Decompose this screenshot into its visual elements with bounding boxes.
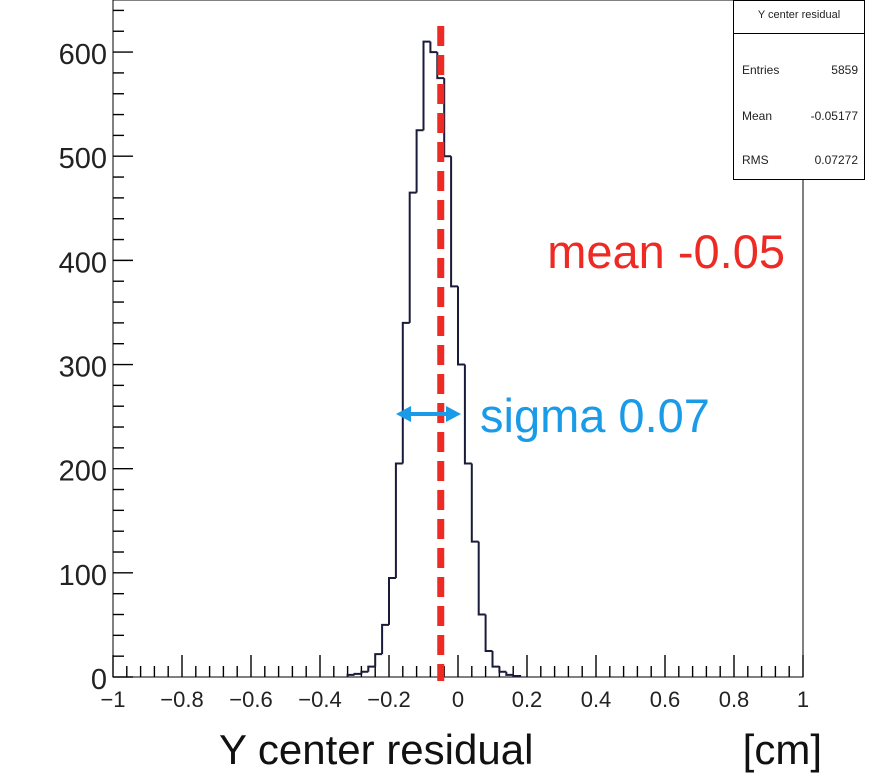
- histogram-bin: [401, 321, 410, 464]
- stats-value: 5859: [831, 63, 858, 77]
- stats-title: Y center residual: [757, 9, 841, 21]
- y-tick-label: 0: [91, 664, 107, 696]
- mean-label: mean -0.05: [547, 225, 785, 278]
- y-tick-label: 400: [59, 247, 107, 279]
- histogram-bin: [477, 541, 486, 616]
- histogram-bin: [470, 463, 479, 543]
- x-tick-label: 0.8: [719, 687, 750, 712]
- tick-marks: [112, 9, 804, 678]
- histogram-bin: [505, 671, 514, 676]
- tick-labels: 0 100 200 300 400 500 600 −1 −0.8 −0.6 −0.4 −0.2 0 0.…: [59, 39, 810, 712]
- x-tick-label: 0.2: [512, 687, 543, 712]
- histogram-bin: [353, 672, 362, 675]
- histogram-bin: [429, 41, 438, 54]
- annotations: mean -0.05 sigma 0.07 Y center residual [cm…: [219, 26, 822, 773]
- histogram-bin: [484, 614, 493, 652]
- y-tick-label: 600: [59, 39, 107, 71]
- x-tick-label: −0.8: [160, 687, 203, 712]
- x-tick-label: −0.6: [229, 687, 272, 712]
- sigma-label: sigma 0.07: [480, 389, 710, 442]
- x-tick-label: −0.4: [298, 687, 341, 712]
- x-tick-label: 0.4: [581, 687, 612, 712]
- y-tick-label: 300: [59, 352, 107, 384]
- histogram-bin: [450, 156, 458, 288]
- sigma-arrowhead-left: [396, 406, 411, 422]
- histogram-bin: [394, 462, 403, 579]
- x-tick-label: 0.6: [650, 687, 681, 712]
- stats-label: Entries: [742, 63, 780, 77]
- histogram-bin: [498, 666, 507, 673]
- stats-row-entries: Entries 5859: [742, 63, 858, 77]
- stats-divider: [734, 33, 864, 34]
- y-tick-label: 500: [59, 143, 107, 175]
- stats-row-rms: RMS 0.07272: [742, 153, 858, 167]
- histogram-bin: [374, 653, 383, 667]
- stats-box: Y center residual Entries 5859 Mean -0.0…: [733, 0, 865, 180]
- histogram-bin: [388, 577, 396, 625]
- histogram-outline: [346, 40, 522, 677]
- histogram-bin: [457, 286, 465, 366]
- stats-value: 0.07272: [814, 153, 858, 167]
- sigma-arrowhead-right: [446, 406, 461, 422]
- histogram-bin: [408, 191, 417, 323]
- x-axis-unit: [cm]: [743, 726, 822, 773]
- histogram-bin: [443, 78, 452, 158]
- histogram-bin: [367, 665, 376, 672]
- histogram-bin: [415, 129, 424, 193]
- stats-label: Mean: [742, 109, 773, 123]
- histogram-bin: [360, 670, 369, 674]
- x-tick-label: 0: [452, 687, 464, 712]
- histogram-bin: [491, 650, 500, 668]
- histogram-bin: [422, 40, 431, 131]
- y-tick-label: 100: [59, 560, 107, 592]
- y-tick-label: 200: [59, 456, 107, 488]
- x-tick-label: −1: [100, 687, 125, 712]
- x-tick-label: −0.2: [367, 687, 410, 712]
- histogram-bin: [381, 623, 389, 655]
- histogram-bin: [346, 673, 355, 677]
- histogram-bin: [463, 364, 472, 465]
- x-tick-label: 1: [797, 687, 809, 712]
- histogram-bin: [512, 674, 522, 677]
- stats-label: RMS: [742, 153, 769, 167]
- stats-value: -0.05177: [810, 109, 858, 123]
- x-axis-title: Y center residual: [219, 726, 533, 773]
- stats-row-mean: Mean -0.05177: [742, 109, 858, 123]
